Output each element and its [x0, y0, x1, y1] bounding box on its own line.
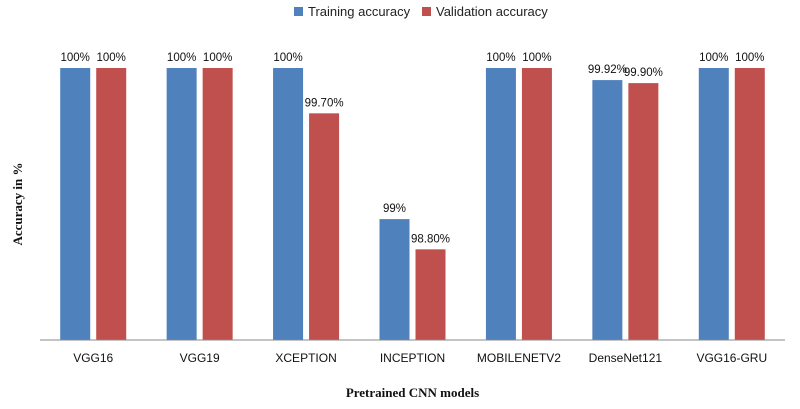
data-label-vgg19-validation: 100%	[203, 52, 232, 64]
data-label-densenet121-training: 99.92%	[588, 64, 627, 76]
bar-mobilenetv2-training	[485, 68, 516, 340]
bar-inception-validation	[415, 249, 446, 340]
legend-swatch-validation	[422, 7, 431, 16]
bar-densenet121-training	[592, 80, 623, 340]
x-tick-label: MOBILENETV2	[477, 351, 561, 365]
data-label-vgg16-validation: 100%	[97, 52, 126, 64]
legend-swatch-training	[294, 7, 303, 16]
x-tick-label: VGG19	[180, 351, 220, 365]
x-tick-label: VGG16	[73, 351, 113, 365]
bar-vgg16-training	[60, 68, 91, 340]
data-label-vgg16-gru-training: 100%	[699, 52, 728, 64]
bar-inception-training	[379, 219, 410, 340]
legend: Training accuracy Validation accuracy	[294, 4, 548, 19]
legend-label-training: Training accuracy	[308, 4, 411, 19]
bar-vgg16-validation	[96, 68, 127, 340]
data-label-xception-training: 100%	[273, 52, 302, 64]
x-tick-labels-group: VGG16 VGG19 XCEPTION INCEPTION MOBILENETV2 De…	[73, 351, 767, 365]
x-tick-label: XCEPTION	[275, 351, 336, 365]
bar-vgg16-gru-training	[698, 68, 729, 340]
bar-xception-training	[273, 68, 304, 340]
data-label-mobilenetv2-training: 100%	[486, 52, 515, 64]
data-label-vgg19-training: 100%	[167, 52, 196, 64]
bar-xception-validation	[309, 113, 340, 340]
data-labels-group: 100% 100% 100% 100% 100% 99.70% 99% 98.80% 100% 1…	[61, 52, 765, 245]
x-tick-label: INCEPTION	[380, 351, 445, 365]
legend-label-validation: Validation accuracy	[436, 4, 548, 19]
x-tick-label: DenseNet121	[589, 351, 663, 365]
data-label-inception-training: 99%	[383, 203, 406, 215]
data-label-xception-validation: 99.70%	[305, 97, 344, 109]
bar-mobilenetv2-validation	[521, 68, 552, 340]
data-label-inception-validation: 98.80%	[411, 233, 450, 245]
x-axis-title: Pretrained CNN models	[346, 385, 479, 400]
data-label-densenet121-validation: 99.90%	[624, 67, 663, 79]
bars-group	[60, 68, 765, 340]
data-label-vgg16-gru-validation: 100%	[735, 52, 764, 64]
bar-vgg19-validation	[202, 68, 233, 340]
x-tick-label: VGG16-GRU	[696, 351, 767, 365]
y-axis-title: Accuracy in %	[10, 162, 25, 245]
data-label-vgg16-training: 100%	[61, 52, 90, 64]
bar-vgg19-training	[166, 68, 197, 340]
data-label-mobilenetv2-validation: 100%	[522, 52, 551, 64]
bar-densenet121-validation	[628, 83, 659, 340]
bar-vgg16-gru-validation	[734, 68, 765, 340]
